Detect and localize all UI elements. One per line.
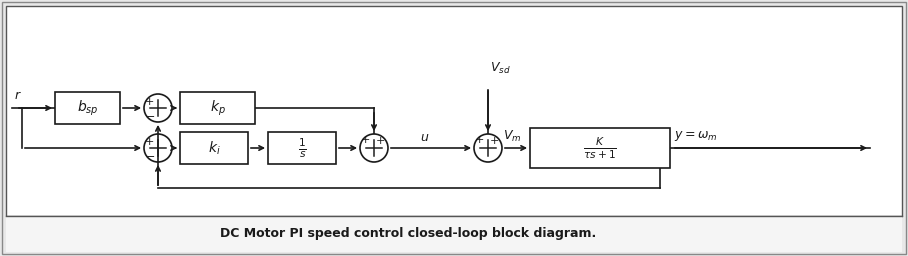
Text: $k_i$: $k_i$	[208, 139, 221, 157]
Text: $u$: $u$	[420, 131, 429, 144]
Text: $y=\omega_m$: $y=\omega_m$	[674, 129, 717, 143]
Text: +: +	[145, 137, 154, 147]
Text: +: +	[361, 135, 370, 145]
Circle shape	[474, 134, 502, 162]
Bar	[6, 6, 902, 216]
Text: $\frac{1}{s}$: $\frac{1}{s}$	[298, 136, 306, 160]
Text: $\frac{K}{\tau s+1}$: $\frac{K}{\tau s+1}$	[583, 135, 617, 161]
Circle shape	[144, 134, 172, 162]
Text: $-$: $-$	[145, 110, 155, 120]
Bar	[268, 132, 336, 164]
Text: +: +	[145, 97, 154, 107]
Circle shape	[360, 134, 388, 162]
Text: $V_{sd}$: $V_{sd}$	[490, 61, 510, 76]
Bar	[6, 216, 902, 252]
Bar	[180, 132, 248, 164]
Text: +: +	[376, 136, 385, 146]
Text: $V_m$: $V_m$	[503, 129, 521, 144]
Text: $-$: $-$	[145, 150, 155, 160]
Text: +: +	[490, 136, 499, 146]
Bar	[55, 92, 120, 124]
Text: +: +	[475, 135, 484, 145]
Bar	[530, 128, 670, 168]
Text: $r$: $r$	[14, 89, 22, 102]
Text: $k_p$: $k_p$	[210, 98, 225, 118]
Bar	[180, 92, 255, 124]
Circle shape	[144, 94, 172, 122]
Text: $b_{sp}$: $b_{sp}$	[76, 98, 98, 118]
Text: DC Motor PI speed control closed-loop block diagram.: DC Motor PI speed control closed-loop bl…	[220, 228, 597, 240]
